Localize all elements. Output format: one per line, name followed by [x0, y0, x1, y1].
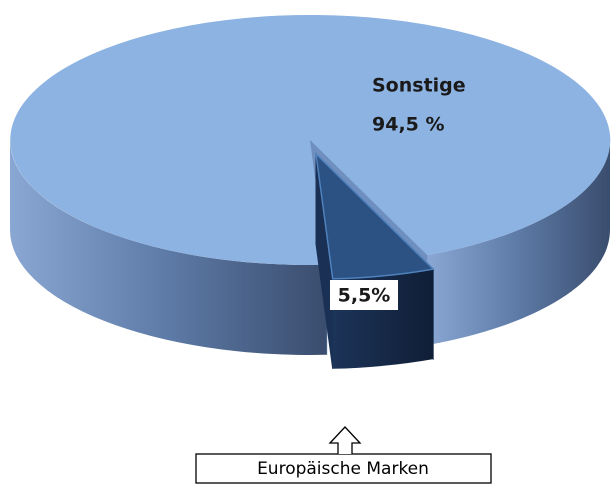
value-label-background [330, 280, 398, 310]
callout: Europäische Marken [195, 426, 492, 484]
pie-slice [10, 14, 611, 265]
slice-side [10, 140, 327, 355]
pie [10, 14, 611, 369]
slice-side [427, 140, 610, 346]
category-label: Europäische Marken [257, 459, 429, 479]
value-label: 5,5% [338, 285, 391, 307]
value-label: 94,5 % [372, 114, 445, 136]
callout-arrow [328, 426, 362, 454]
category-label: Sonstige [372, 75, 466, 97]
pie-slice [314, 151, 435, 280]
